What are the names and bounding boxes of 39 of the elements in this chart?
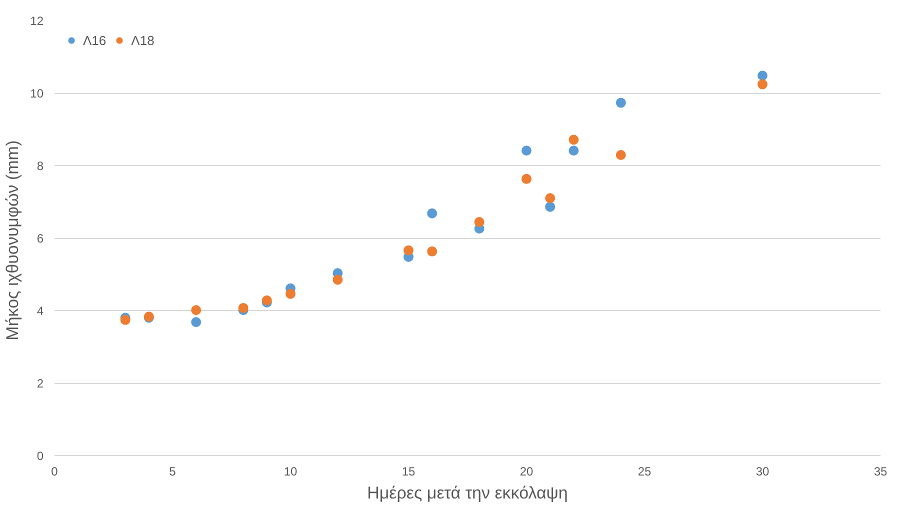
point: [545, 202, 556, 212]
y-tick-label: 8: [36, 159, 44, 173]
point: [286, 288, 296, 299]
x-tick-label: 15: [402, 464, 416, 478]
x-tick-label: 20: [520, 464, 534, 478]
point: [474, 217, 484, 228]
x-tick-label: 25: [638, 464, 652, 478]
point: [262, 295, 272, 306]
y-tick-label: 6: [36, 232, 44, 246]
point: [191, 305, 202, 316]
point: [332, 274, 343, 285]
x-tick-label: 30: [756, 464, 770, 478]
y-tick-label: 0: [36, 449, 44, 463]
point: [616, 98, 626, 108]
y-tick-label: 10: [30, 86, 44, 100]
point: [404, 245, 414, 256]
y-tick-label: 2: [36, 376, 44, 390]
point: [522, 174, 532, 184]
point: [191, 317, 202, 328]
x-tick-label: 5: [169, 464, 176, 478]
point: [427, 246, 438, 256]
x-tick-label: 35: [874, 464, 888, 478]
legend-label: Λ18: [131, 32, 154, 48]
point: [238, 302, 248, 313]
point: [545, 193, 556, 204]
point: [758, 70, 768, 81]
y-tick-label: 12: [30, 14, 44, 28]
x-axis-title: Ημέρες μετά την εκκόλαψη: [367, 484, 568, 502]
point: [427, 208, 438, 218]
y-axis-title: Μήκος ιχθυονυμφών (mm): [3, 140, 22, 340]
point: [758, 79, 768, 90]
point: [568, 146, 579, 156]
legend-label: Λ16: [83, 32, 106, 48]
x-tick-label: 0: [51, 464, 58, 478]
y-tick-label: 4: [36, 304, 44, 318]
x-tick-label: 10: [284, 464, 298, 478]
point: [522, 146, 532, 156]
point: [568, 134, 579, 145]
point: [616, 150, 626, 160]
